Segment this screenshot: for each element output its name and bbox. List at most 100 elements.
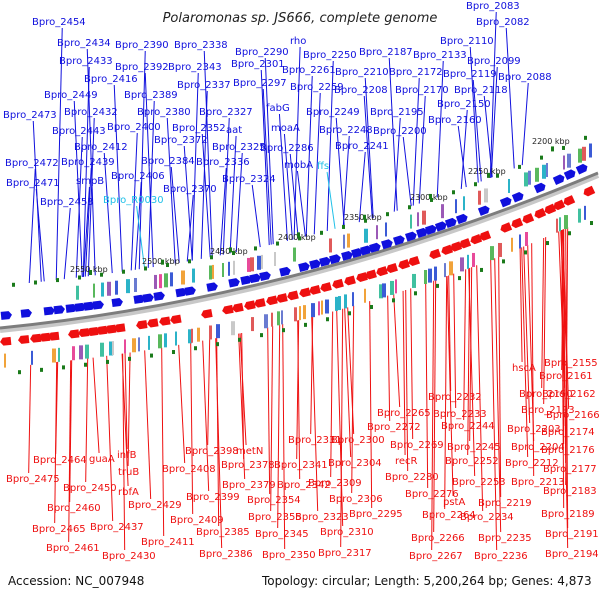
forward-gene-label[interactable]: Bpro_2324: [222, 174, 276, 185]
forward-gene-label[interactable]: Bpro_2380: [137, 107, 191, 118]
forward-gene-label[interactable]: Bpro_2454: [32, 17, 86, 28]
forward-gene-label[interactable]: Bpro_2472: [5, 158, 59, 169]
forward-gene-label[interactable]: Bpro_2433: [59, 56, 113, 67]
reverse-gene-arrow[interactable]: [397, 259, 410, 270]
reverse-gene-label[interactable]: Bpro_2194: [545, 549, 599, 560]
reverse-gene-label[interactable]: Bpro_2245: [447, 442, 501, 453]
reverse-gene-label[interactable]: metN: [236, 446, 263, 457]
reverse-gene-label[interactable]: Bpro_2233: [433, 409, 487, 420]
reverse-gene-label[interactable]: Bpro_2253: [452, 477, 506, 488]
reverse-gene-arrow[interactable]: [449, 241, 463, 252]
reverse-gene-label[interactable]: Bpro_2304: [328, 458, 382, 469]
reverse-gene-arrow[interactable]: [253, 298, 266, 308]
forward-gene-arrow[interactable]: [329, 253, 342, 265]
forward-gene-arrow[interactable]: [153, 291, 165, 301]
reverse-gene-label[interactable]: Bpro_2177: [543, 464, 597, 475]
forward-gene-arrow[interactable]: [393, 234, 406, 246]
reverse-gene-label[interactable]: Bpro_2460: [47, 503, 101, 514]
forward-gene-label[interactable]: Bpro_2473: [3, 110, 57, 121]
reverse-gene-label[interactable]: Bpro_2300: [331, 435, 385, 446]
reverse-gene-arrow[interactable]: [428, 248, 442, 260]
forward-gene-label[interactable]: Bpro_2249: [306, 107, 360, 118]
forward-gene-arrow[interactable]: [74, 302, 87, 312]
forward-gene-arrow[interactable]: [455, 213, 469, 225]
forward-gene-arrow[interactable]: [360, 245, 373, 256]
reverse-gene-arrow[interactable]: [355, 272, 368, 283]
reverse-gene-label[interactable]: Bpro_2213: [511, 477, 565, 488]
reverse-gene-label[interactable]: Bpro_2317: [318, 548, 372, 559]
forward-gene-label[interactable]: Bpro_2119: [443, 69, 497, 80]
reverse-gene-arrow[interactable]: [469, 233, 483, 245]
reverse-gene-label[interactable]: pstA: [443, 497, 465, 508]
reverse-gene-label[interactable]: Bpro_2354: [247, 495, 301, 506]
forward-gene-label[interactable]: Bpro_2160: [428, 115, 482, 126]
reverse-gene-label[interactable]: Bpro_2203: [507, 424, 561, 435]
reverse-gene-label[interactable]: Bpro_2398: [185, 446, 239, 457]
forward-gene-label[interactable]: Bpro_2384: [141, 156, 195, 167]
reverse-gene-label[interactable]: Bpro_2190: [519, 389, 573, 400]
reverse-gene-label[interactable]: Bpro_2174: [541, 427, 595, 438]
forward-gene-arrow[interactable]: [511, 191, 525, 203]
reverse-gene-label[interactable]: Bpro_2204: [511, 442, 565, 453]
reverse-gene-label[interactable]: infB: [117, 450, 137, 461]
forward-gene-arrow[interactable]: [133, 294, 145, 304]
reverse-gene-label[interactable]: Bpro_2475: [6, 474, 60, 485]
reverse-gene-arrow[interactable]: [478, 230, 492, 241]
reverse-gene-label[interactable]: Bpro_2166: [546, 410, 600, 421]
reverse-gene-arrow[interactable]: [510, 217, 524, 230]
forward-gene-label[interactable]: Bpro_2248: [319, 125, 373, 136]
reverse-gene-label[interactable]: Bpro_2379: [222, 480, 276, 491]
forward-gene-arrow[interactable]: [405, 231, 418, 242]
reverse-gene-arrow[interactable]: [275, 293, 288, 303]
forward-gene-arrow[interactable]: [319, 256, 332, 267]
forward-gene-label[interactable]: Bpro_2170: [395, 85, 449, 96]
forward-gene-arrow[interactable]: [111, 298, 123, 308]
reverse-gene-label[interactable]: Bpro_2280: [385, 472, 439, 483]
forward-gene-arrow[interactable]: [249, 273, 261, 284]
reverse-gene-label[interactable]: Bpro_2266: [411, 533, 465, 544]
forward-gene-arrow[interactable]: [259, 271, 271, 281]
reverse-gene-arrow[interactable]: [552, 199, 566, 212]
reverse-gene-label[interactable]: Bpro_2161: [539, 371, 593, 382]
reverse-gene-label[interactable]: Bpro_2219: [478, 498, 532, 509]
reverse-gene-arrow[interactable]: [0, 336, 12, 346]
reverse-gene-arrow[interactable]: [96, 325, 108, 335]
reverse-gene-arrow[interactable]: [135, 320, 148, 330]
forward-gene-label[interactable]: Bpro_2352: [172, 123, 226, 134]
forward-gene-label[interactable]: Bpro_2372: [154, 135, 208, 146]
reverse-gene-label[interactable]: Bpro_2235: [478, 533, 532, 544]
reverse-gene-label[interactable]: Bpro_2236: [474, 551, 528, 562]
forward-gene-label[interactable]: Bpro_2290: [235, 47, 289, 58]
forward-gene-arrow[interactable]: [83, 301, 96, 311]
reverse-gene-label[interactable]: Bpro_2350: [262, 550, 316, 561]
reverse-gene-arrow[interactable]: [385, 262, 398, 274]
forward-gene-label[interactable]: Bpro_2443: [52, 126, 106, 137]
forward-gene-label[interactable]: mobA: [284, 160, 313, 171]
reverse-gene-label[interactable]: Bpro_2411: [141, 537, 195, 548]
reverse-gene-label[interactable]: Bpro_2385: [196, 527, 250, 538]
reverse-gene-arrow[interactable]: [499, 222, 513, 234]
reverse-gene-arrow[interactable]: [146, 318, 159, 328]
forward-gene-arrow[interactable]: [92, 300, 105, 310]
forward-gene-label[interactable]: Bpro_2082: [476, 17, 530, 28]
forward-gene-label[interactable]: Bpro_2261: [282, 65, 336, 76]
reverse-gene-arrow[interactable]: [543, 203, 557, 216]
reverse-gene-arrow[interactable]: [39, 332, 51, 342]
forward-gene-label[interactable]: Bpro_2208: [334, 85, 388, 96]
forward-gene-label[interactable]: Bpro_2434: [57, 38, 111, 49]
forward-gene-arrow[interactable]: [434, 220, 448, 232]
reverse-gene-label[interactable]: Bpro_2331: [288, 435, 342, 446]
reverse-gene-arrow[interactable]: [331, 278, 344, 290]
reverse-gene-arrow[interactable]: [440, 244, 454, 256]
reverse-gene-arrow[interactable]: [158, 316, 171, 326]
reverse-gene-label[interactable]: Bpro_2269: [390, 440, 444, 451]
reverse-gene-label[interactable]: Bpro_2264: [422, 510, 476, 521]
reverse-gene-label[interactable]: Bpro_2342: [277, 480, 331, 491]
forward-gene-arrow[interactable]: [563, 168, 577, 181]
reverse-gene-label[interactable]: Bpro_2429: [128, 500, 182, 511]
reverse-gene-arrow[interactable]: [308, 284, 321, 295]
reverse-gene-label[interactable]: Bpro_2232: [428, 392, 482, 403]
reverse-gene-label[interactable]: Bpro_2295: [349, 509, 403, 520]
reverse-gene-label[interactable]: Bpro_2310: [320, 527, 374, 538]
forward-gene-label[interactable]: smpB: [76, 176, 104, 187]
